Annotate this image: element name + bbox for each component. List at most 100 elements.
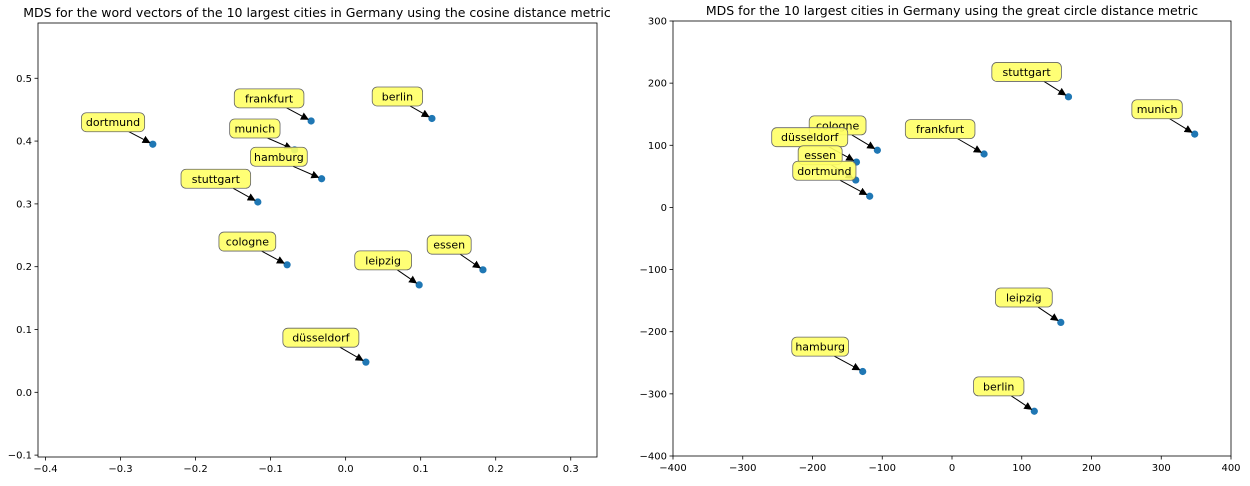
annotation-arrow bbox=[851, 134, 876, 149]
annotation: cologne bbox=[218, 231, 285, 264]
annotation: dortmund bbox=[792, 160, 868, 196]
y-tick-label: 0.1 bbox=[16, 325, 32, 336]
annotation-label: berlin bbox=[382, 90, 413, 103]
annotation: frankfurt bbox=[904, 119, 982, 153]
data-point bbox=[428, 114, 436, 123]
annotation-arrow bbox=[292, 165, 320, 179]
annotation-arrow bbox=[267, 137, 293, 150]
annotation: frankfurt bbox=[233, 88, 309, 120]
annotation-box bbox=[233, 88, 305, 109]
y-tick-label: 200 bbox=[648, 79, 667, 90]
annotation-label: frankfurt bbox=[245, 92, 294, 105]
annotation-label: stuttgart bbox=[192, 173, 241, 186]
annotation-box bbox=[1131, 99, 1183, 120]
annotation-label: düsseldorf bbox=[292, 332, 350, 345]
x-tick-label: 0 bbox=[949, 463, 955, 474]
annotation-arrow bbox=[409, 105, 430, 118]
data-point bbox=[307, 117, 315, 125]
x-tick-label: 400 bbox=[1221, 463, 1240, 474]
y-tick-label: 0 bbox=[661, 203, 667, 214]
plot-area: −0.4 −0.3 −0.2 −0.1 0.0 0.1 0.2 0.3 −0.1 0.0 0.1 0.… bbox=[8, 22, 598, 475]
y-tick-label: 100 bbox=[648, 141, 667, 152]
chart-title: MDS for the 10 largest cities in Germany… bbox=[706, 3, 1198, 18]
annotation-box bbox=[218, 231, 277, 252]
annotation-label: hamburg bbox=[795, 341, 845, 354]
annotation-arrow bbox=[232, 187, 256, 201]
annotation-label: dortmund bbox=[797, 165, 851, 178]
annotation: stuttgart bbox=[991, 62, 1067, 96]
x-tick-label: 100 bbox=[1012, 463, 1031, 474]
annotation: essen bbox=[797, 145, 854, 179]
x-tick-label: 0.2 bbox=[488, 464, 504, 475]
data-point bbox=[980, 150, 988, 158]
annotation-label: essen bbox=[433, 239, 465, 252]
plot-area: −400 −300 −200 −100 0 100 200 300 400 −400 −300 −20… bbox=[640, 17, 1241, 475]
y-tick-label: 300 bbox=[648, 17, 667, 28]
annotation-box bbox=[995, 287, 1053, 308]
data-point bbox=[859, 367, 867, 376]
chart-title: MDS for the word vectors of the 10 large… bbox=[23, 5, 611, 20]
annotation-label: dortmund bbox=[86, 116, 140, 129]
data-point bbox=[1191, 130, 1199, 138]
y-tick-label: 0.0 bbox=[16, 388, 32, 399]
annotation: hamburg bbox=[791, 336, 861, 371]
x-tick-label: −300 bbox=[729, 463, 756, 474]
annotation: leipzig bbox=[995, 287, 1059, 321]
annotation: munich bbox=[229, 118, 293, 150]
y-tick-label: 0.4 bbox=[16, 137, 32, 148]
y-tick-label: 0.2 bbox=[16, 262, 32, 273]
data-point bbox=[479, 266, 487, 274]
annotation-arrow bbox=[957, 138, 982, 153]
annotation-label: leipzig bbox=[365, 254, 401, 267]
data-point bbox=[1030, 407, 1038, 415]
annotation-box bbox=[973, 376, 1025, 397]
annotation-box bbox=[180, 168, 252, 189]
y-tick-label: −0.1 bbox=[8, 451, 32, 462]
annotation-label: essen bbox=[804, 149, 836, 162]
y-tick-label: 0.5 bbox=[16, 74, 32, 85]
x-tick-label: −200 bbox=[799, 463, 826, 474]
annotation: düsseldorf bbox=[282, 327, 364, 361]
annotation-arrow bbox=[286, 107, 309, 120]
annotation: leipzig bbox=[354, 250, 418, 284]
data-point bbox=[283, 261, 291, 269]
annotation-arrow bbox=[1043, 81, 1067, 96]
annotation-label: frankfurt bbox=[916, 123, 965, 136]
annotation-arrow bbox=[1011, 395, 1033, 410]
y-tick-label: −200 bbox=[640, 327, 667, 338]
annotation: munich bbox=[1131, 99, 1193, 133]
annotation-label: stuttgart bbox=[1003, 66, 1052, 79]
annotation: dortmund bbox=[81, 112, 151, 144]
annotation-box bbox=[282, 327, 360, 348]
annotation-box bbox=[904, 119, 976, 140]
annotation-box bbox=[791, 336, 849, 357]
x-tick-label: 0.3 bbox=[563, 464, 579, 475]
annotation-label: berlin bbox=[983, 380, 1014, 393]
data-point bbox=[873, 146, 881, 154]
data-point bbox=[1064, 93, 1073, 101]
annotation-box bbox=[991, 62, 1062, 82]
x-tick-label: −400 bbox=[659, 463, 686, 474]
y-tick-label: −400 bbox=[640, 452, 667, 463]
annotation-box bbox=[81, 112, 146, 133]
x-tick-label: 0.0 bbox=[338, 464, 354, 475]
data-point bbox=[1057, 318, 1065, 326]
annotation-arrow bbox=[459, 253, 481, 269]
annotation-label: munich bbox=[234, 123, 275, 136]
annotation: düsseldorf bbox=[771, 127, 855, 161]
x-tick-label: −0.3 bbox=[108, 464, 132, 475]
chart-great-circle: MDS for the 10 largest cities in Germany… bbox=[640, 3, 1241, 474]
annotation: essen bbox=[426, 234, 481, 269]
y-tick-label: −300 bbox=[640, 389, 667, 400]
annotation: stuttgart bbox=[180, 168, 256, 201]
x-tick-label: −0.4 bbox=[33, 464, 57, 475]
annotation-arrow bbox=[261, 250, 285, 264]
annotation-box bbox=[426, 234, 472, 255]
annotation-arrow bbox=[1169, 118, 1193, 133]
data-point bbox=[362, 358, 370, 366]
annotation-arrow bbox=[1037, 306, 1059, 321]
annotation-label: düsseldorf bbox=[781, 131, 839, 144]
annotation-box bbox=[371, 86, 424, 107]
